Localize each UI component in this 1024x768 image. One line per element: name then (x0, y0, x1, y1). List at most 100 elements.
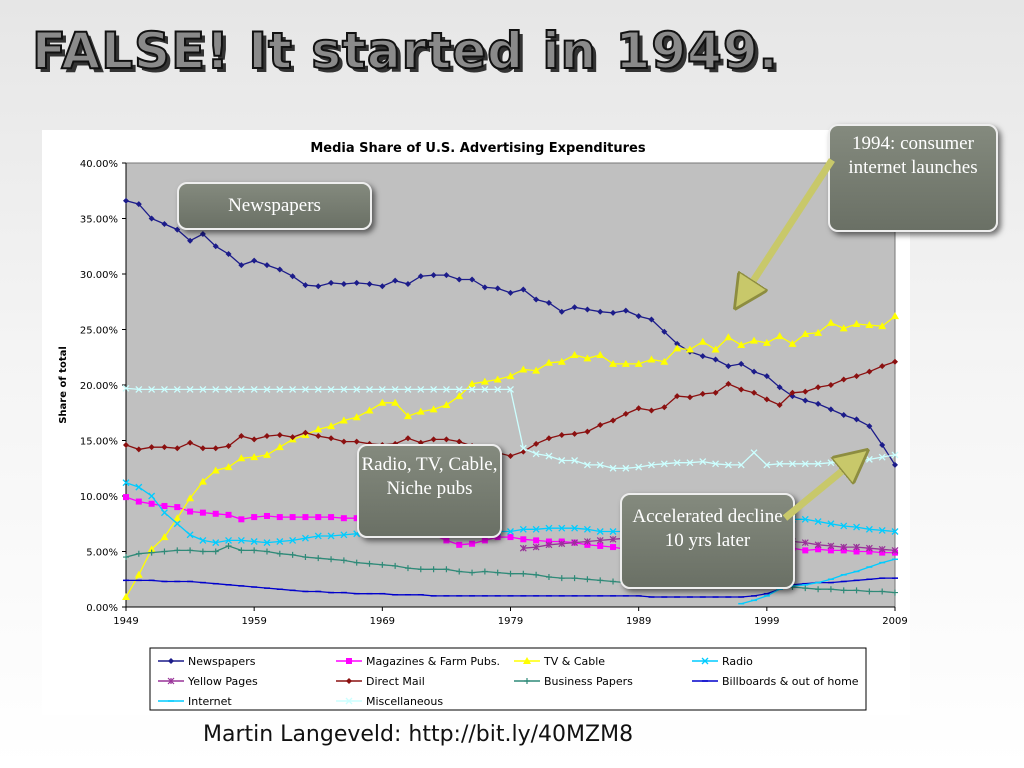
data-point (507, 289, 514, 296)
data-point (673, 459, 681, 467)
data-point (174, 226, 181, 233)
data-point (507, 385, 514, 393)
data-point (263, 539, 271, 547)
y-tick-label: 40.00% (80, 159, 118, 170)
legend-item-magazines-farm-pubs: Magazines & Farm Pubs. (336, 655, 500, 668)
data-point (135, 483, 143, 491)
data-point (251, 514, 258, 521)
legend-label: Radio (722, 655, 753, 668)
x-tick-label: 1959 (241, 616, 266, 627)
data-point (853, 543, 860, 551)
legend-swatch-marker (701, 657, 709, 665)
data-point (815, 586, 822, 593)
data-point (776, 401, 783, 408)
data-point (635, 463, 643, 471)
data-point (469, 569, 476, 576)
data-point (238, 433, 245, 440)
data-point (571, 539, 579, 547)
data-point (519, 525, 527, 533)
data-point (533, 571, 540, 578)
data-point (378, 385, 386, 393)
data-point (711, 345, 720, 353)
data-point (494, 385, 502, 393)
data-point (725, 363, 732, 370)
data-point (814, 328, 823, 336)
data-point (225, 542, 232, 549)
data-point (506, 372, 515, 380)
data-point (468, 379, 477, 387)
data-point (161, 502, 168, 509)
data-point (878, 545, 886, 553)
data-point (840, 376, 847, 383)
series-miscellaneous (122, 384, 899, 472)
data-point (558, 524, 566, 532)
data-point (276, 538, 284, 545)
data-point (597, 542, 604, 549)
data-point (519, 544, 527, 552)
data-point (494, 534, 501, 541)
data-point (545, 435, 552, 442)
data-point (276, 266, 283, 273)
data-point (597, 308, 604, 315)
data-point (751, 368, 758, 375)
data-point (430, 272, 437, 279)
data-point (148, 500, 155, 507)
data-point (519, 365, 528, 373)
data-point (545, 541, 553, 549)
data-point (635, 405, 642, 412)
legend-label: Internet (188, 695, 232, 708)
data-point (443, 436, 450, 443)
data-point (532, 366, 541, 374)
callout-accelerated-text: Accelerated decline 10 yrs later (632, 506, 783, 551)
legend-swatch-marker (346, 658, 352, 664)
data-point (148, 444, 155, 451)
data-point (276, 550, 283, 557)
data-point (289, 385, 297, 393)
y-tick-label: 30.00% (80, 270, 118, 281)
legend-item-direct-mail: Direct Mail (336, 675, 425, 688)
data-point (212, 539, 220, 547)
data-point (237, 454, 246, 462)
data-point (494, 285, 501, 292)
data-point (314, 385, 322, 393)
data-point (737, 341, 746, 349)
data-point (570, 351, 579, 359)
legend-swatch-marker (345, 697, 353, 705)
data-point (661, 328, 668, 335)
data-point (403, 412, 412, 420)
data-point (699, 458, 707, 466)
series-internet (738, 558, 898, 605)
y-tick-label: 10.00% (80, 492, 118, 503)
data-point (404, 435, 411, 442)
y-tick-label: 25.00% (80, 326, 118, 337)
data-point (123, 554, 129, 561)
data-point (302, 554, 309, 561)
data-point (135, 201, 142, 208)
data-point (443, 272, 450, 279)
chart-svg: Media Share of U.S. Advertising Expendit… (58, 141, 908, 711)
data-point (852, 319, 861, 327)
data-point (187, 439, 194, 446)
data-point (609, 359, 618, 367)
data-point (443, 537, 450, 544)
data-point (802, 397, 809, 404)
data-point (763, 461, 771, 469)
data-point (365, 406, 374, 414)
data-point (584, 576, 591, 583)
data-point (263, 262, 270, 269)
data-point (519, 444, 527, 452)
data-point (212, 385, 220, 393)
data-point (865, 321, 874, 329)
data-point (315, 433, 322, 440)
data-point (327, 422, 336, 430)
data-point (275, 443, 284, 451)
data-point (685, 345, 694, 353)
data-point (339, 416, 348, 424)
data-point (379, 283, 386, 290)
data-point (622, 464, 630, 472)
data-point (674, 340, 681, 347)
data-point (480, 377, 489, 385)
data-point (160, 385, 168, 393)
legend-item-billboards-out-of-home: Billboards & out of home (692, 675, 859, 688)
data-point (468, 385, 476, 393)
